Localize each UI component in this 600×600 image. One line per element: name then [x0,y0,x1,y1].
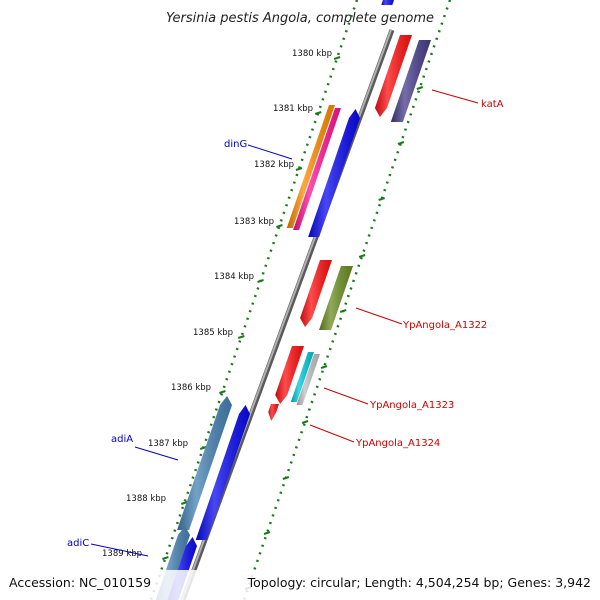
kbp-tick-out-7 [282,476,290,480]
leader-a1322 [355,307,403,325]
kbp-tick-out-4 [339,309,347,313]
kbp-tick-in-2 [295,167,303,171]
kbp-tick-out-3 [358,254,366,258]
kbp-tick-out-8 [263,531,271,535]
kbp-label-1383: 1383 kbp [234,217,274,227]
gene-bar-dinG-shading [308,109,360,237]
label-leader-lines [90,89,479,557]
leader-a1323 [323,387,369,405]
kbp-label-1382: 1382 kbp [254,160,294,170]
kbp-label-1388: 1388 kbp [126,494,166,504]
gene-label-a1324[interactable]: YpAngola_A1324 [355,438,440,449]
kbp-tick-out-6 [301,420,309,424]
kbp-tick-in-3 [276,224,283,228]
kbp-tick-in-5 [237,335,245,339]
gene-bar-katA-shading [390,40,431,122]
gene-bar-red-katA-left[interactable] [374,35,412,117]
guide-line-inner [149,0,359,600]
leader-adiC [90,543,149,557]
gene-bar-red-1323[interactable] [275,346,304,404]
gene-bar-A1322[interactable] [319,266,353,330]
gene-bar-blue-adiA-right[interactable] [195,405,250,540]
gene-bar-A1323-shading [290,352,314,402]
kbp-tick-in-4 [257,279,264,283]
kbp-tick-in-0 [333,56,341,60]
kbp-tick-in-7 [199,446,207,450]
gene-bar-red-1322-shading [300,260,332,327]
gene-label-katA[interactable]: katA [481,99,504,110]
kbp-tick-out-1 [397,141,405,145]
gene-bar-dinG[interactable] [308,109,360,237]
gene-bar-A1323[interactable] [290,352,314,402]
accession-text: Accession: NC_010159 [9,575,151,590]
leader-dinG [247,144,293,160]
gene-bar-blue-adiA-right-shading [195,405,250,540]
gene-label-adiC[interactable]: adiC [67,538,89,549]
map-title: Yersinia pestis Angola, complete genome [166,11,434,26]
leader-a1324 [309,424,355,443]
leader-adiA [134,446,179,461]
kbp-label-1381: 1381 kbp [273,104,313,114]
gene-bar-adiA[interactable] [177,396,232,530]
gene-bar-A1324-shading [296,354,320,405]
kbp-tick-in-9 [162,556,169,560]
gene-bar-small-red-shading [268,404,279,421]
kbp-ticks [162,56,424,590]
gene-label-a1322[interactable]: YpAngola_A1322 [402,320,487,331]
kbp-labels: 1380 kbp 1381 kbp 1382 kbp 1383 kbp 1384… [102,49,332,559]
gene-bar-red-1322[interactable] [300,260,332,327]
dotted-guide-lines [149,0,452,600]
gene-label-adiA[interactable]: adiA [111,434,133,445]
gene-bar-small-red[interactable] [268,404,279,421]
kbp-tick-in-6 [219,390,226,394]
gene-bar-katA[interactable] [390,40,431,122]
gene-bar-adiA-shading [177,396,232,530]
kbp-label-1385: 1385 kbp [193,328,233,338]
kbp-label-1380: 1380 kbp [292,49,332,59]
gene-features [155,0,431,600]
gene-bar-red-katA-left-shading [374,35,412,117]
kbp-tick-out-5 [320,365,328,369]
gene-bar-top-partial-shading [381,0,394,5]
kbp-tick-in-1 [314,111,322,115]
gene-bar-top-partial[interactable] [381,0,394,5]
gene-label-dinG[interactable]: dinG [224,139,247,150]
gene-bar-orange[interactable] [286,105,335,228]
leader-katA [431,89,479,104]
gene-bar-magenta-shading [293,108,341,230]
gene-bar-A1322-shading [319,266,353,330]
genome-info-text: Topology: circular; Length: 4,504,254 bp… [247,575,591,590]
guide-line-outer [242,0,452,600]
gene-bar-A1324[interactable] [296,354,320,405]
gene-bar-magenta[interactable] [293,108,341,230]
kbp-tick-in-8 [180,501,188,505]
footer-backdrop [0,570,600,600]
kbp-tick-out-0 [416,86,424,90]
kbp-tick-out-2 [378,197,385,201]
gene-bar-red-1323-shading [275,346,304,404]
gene-bar-orange-shading [286,105,335,228]
gene-labels: dinG adiA adiC katA YpAngola_A1322 YpAng… [67,99,504,549]
kbp-label-1387: 1387 kbp [148,439,188,449]
kbp-label-1386: 1386 kbp [171,383,211,393]
gene-label-a1323[interactable]: YpAngola_A1323 [369,400,454,411]
kbp-label-1389: 1389 kbp [102,549,142,559]
kbp-label-1384: 1384 kbp [214,272,254,282]
